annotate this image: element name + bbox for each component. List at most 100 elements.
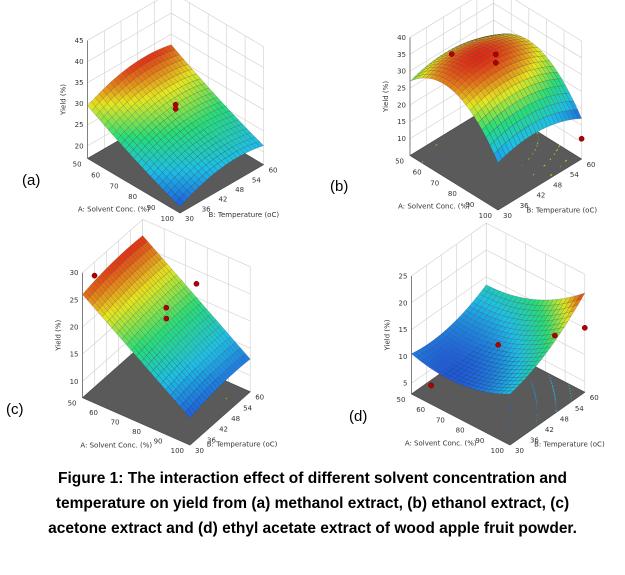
y-tick-label: 36	[207, 436, 216, 444]
contour-line	[564, 159, 567, 162]
contour-line	[536, 142, 539, 145]
y-tick-label: 54	[243, 404, 252, 412]
design-point	[172, 105, 179, 112]
panel-label-c: (c)	[6, 401, 24, 418]
design-point	[193, 280, 200, 287]
y-tick-label: 36	[530, 436, 539, 444]
x-tick-label: 50	[68, 400, 77, 408]
y-tick-label: 60	[590, 394, 599, 402]
y-axis-line	[509, 391, 586, 446]
contour-line	[533, 388, 535, 392]
z-tick-label: 35	[397, 51, 406, 59]
surface-facet	[255, 141, 264, 148]
contour-line	[534, 148, 536, 151]
design-point	[91, 272, 98, 279]
z-tick-label: 10	[70, 378, 79, 386]
wall-grid-line	[409, 0, 582, 42]
z-tick-label: 40	[75, 58, 84, 66]
panel-label-d: (d)	[349, 408, 368, 425]
x-tick-label: 100	[491, 447, 504, 455]
z-axis-title: Yield (%)	[382, 81, 390, 113]
x-axis-line	[82, 397, 191, 446]
x-axis-title: A: Solvent Conc. (%)	[80, 441, 152, 449]
contour-line	[532, 153, 534, 155]
contour-line	[531, 384, 534, 386]
x-tick-label: 60	[91, 171, 100, 179]
y-tick-label: 60	[255, 394, 264, 402]
wall-grid-line	[409, 19, 582, 75]
axes: 50 60 70 80 90 100 30 36 42 48 54 60 10 15 20 25 30 35 40 A…	[382, 34, 597, 220]
y-tick-label: 36	[520, 202, 529, 210]
z-tick-label: 5	[403, 380, 407, 388]
z-tick-label: 10	[397, 135, 406, 143]
y-tick-label: 30	[195, 447, 204, 455]
x-axis-line	[409, 155, 499, 211]
y-tick-label: 42	[219, 426, 228, 434]
y-tick-label: 60	[587, 161, 596, 169]
contour-line	[536, 132, 538, 135]
design-point	[578, 135, 585, 142]
surface-facet	[242, 353, 251, 362]
z-axis-title: Yield (%)	[383, 319, 391, 351]
x-tick-label: 100	[161, 215, 174, 223]
y-tick-label: 42	[545, 426, 554, 434]
x-axis-line	[411, 393, 511, 446]
surface-plot-b: 50 60 70 80 90 100 30 36 42 48 54 60 10 15 20 25 30 35 40 A…	[310, 0, 620, 225]
x-tick-label: 60	[413, 168, 422, 176]
z-tick-label: 35	[75, 79, 84, 87]
y-tick-label: 48	[553, 181, 562, 189]
y-axis-line	[497, 158, 582, 211]
y-tick-label: 54	[252, 176, 261, 184]
y-axis-title: B: Temperature (oC)	[209, 211, 280, 219]
z-tick-label: 20	[397, 101, 406, 109]
wall-grid-line	[82, 219, 251, 273]
x-tick-label: 60	[416, 406, 425, 414]
contour-line	[551, 384, 554, 388]
y-tick-label: 42	[536, 192, 545, 200]
z-tick-label: 15	[399, 326, 408, 334]
x-tick-label: 80	[448, 190, 457, 198]
x-tick-label: 100	[479, 212, 492, 220]
contour-line	[533, 391, 536, 394]
x-tick-label: 70	[430, 179, 439, 187]
y-tick-label: 36	[202, 205, 211, 213]
z-axis-title: Yield (%)	[55, 319, 63, 351]
wall-grid-line	[411, 222, 585, 277]
z-axis-title: Yield (%)	[60, 84, 68, 116]
y-tick-label: 60	[269, 167, 278, 175]
z-tick-label: 20	[399, 299, 408, 307]
y-tick-label: 30	[503, 212, 512, 220]
x-tick-label: 100	[171, 447, 184, 455]
x-axis-title: A: Solvent Conc. (%)	[398, 203, 470, 211]
x-tick-label: 80	[456, 427, 465, 435]
x-tick-label: 50	[397, 396, 406, 404]
z-tick-label: 25	[397, 85, 406, 93]
z-tick-label: 30	[70, 269, 79, 277]
y-axis-line	[179, 164, 264, 214]
surface-plot-d: 50 60 70 80 90 100 30 36 42 48 54 60 5 10 15 20 25 A: Sol…	[310, 222, 620, 460]
surface-plot-c: 50 60 70 80 90 100 30 36 42 48 54 60 10 15 20 25 30 A: So…	[0, 219, 300, 460]
contour-line	[435, 143, 438, 146]
y-axis-title: B: Temperature (oC)	[207, 440, 278, 448]
design-point	[163, 304, 170, 311]
x-tick-label: 70	[436, 416, 445, 424]
design-point	[495, 341, 501, 348]
y-axis-line	[189, 391, 251, 446]
z-tick-label: 15	[397, 118, 406, 126]
wall-grid-line	[87, 33, 264, 90]
z-tick-label: 25	[70, 296, 79, 304]
surface-svg-d: 50 60 70 80 90 100 30 36 42 48 54 60 5 10 15 20 25 A: Sol…	[383, 222, 605, 455]
z-tick-label: 15	[70, 351, 79, 359]
design-point	[428, 382, 435, 389]
x-tick-label: 90	[475, 437, 484, 445]
z-tick-label: 40	[397, 34, 406, 42]
contour-line	[550, 174, 553, 176]
x-tick-label: 50	[73, 160, 82, 168]
caption-line-1: Figure 1: The interaction effect of diff…	[58, 470, 567, 487]
design-point	[552, 332, 558, 339]
contour-line	[552, 387, 554, 390]
z-tick-label: 30	[75, 100, 84, 108]
contour-line	[551, 382, 553, 385]
contour-line	[556, 149, 558, 152]
